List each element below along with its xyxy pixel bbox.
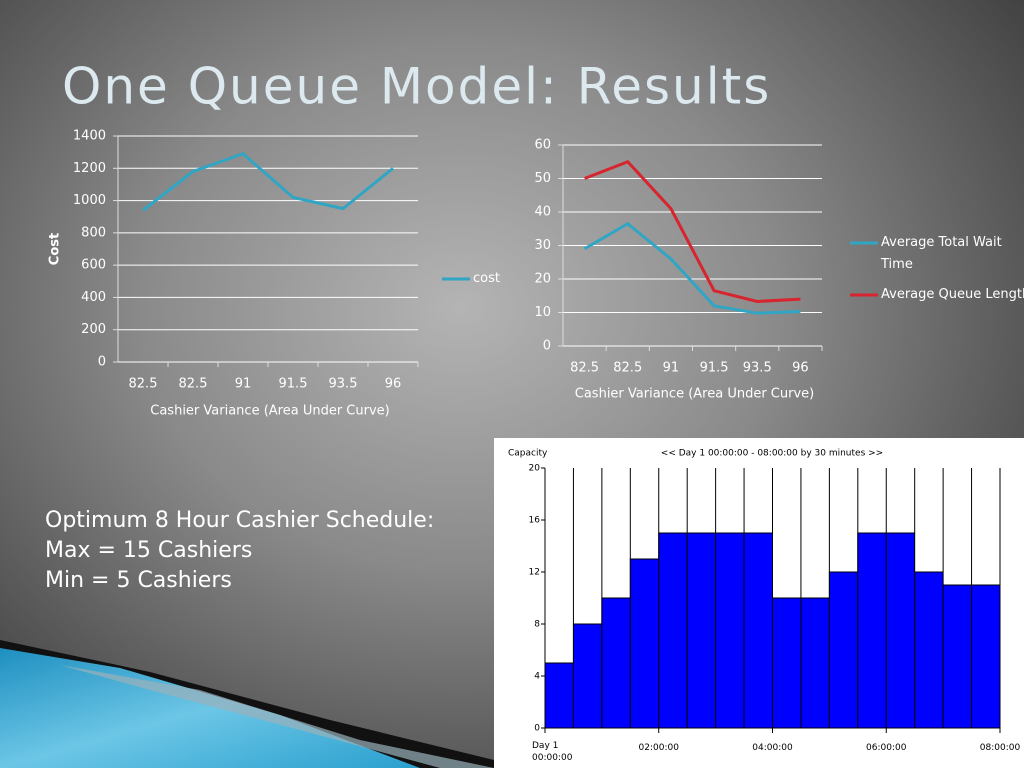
bar (857, 532, 887, 729)
line-series (583, 221, 801, 315)
swoosh-blue (0, 648, 420, 768)
x-tick-label: 82.5 (179, 377, 208, 392)
y-tick-label: 50 (534, 171, 551, 186)
y-tick-label: 8 (534, 620, 540, 630)
x-tick-label: 02:00:00 (638, 743, 679, 753)
y-tick-label: 4 (534, 672, 540, 682)
line-series (142, 152, 394, 212)
y-tick-label: 0 (543, 339, 551, 354)
bar (658, 532, 688, 729)
x-tick-label: 82.5 (613, 361, 642, 376)
x-tick-label: Day 1 00:00:00 (532, 741, 573, 763)
x-tick-label: 08:00:00 (979, 743, 1021, 753)
y-tick-label: 10 (534, 305, 551, 320)
y-tick-label: 20 (534, 272, 551, 287)
y-axis-label: Capacity (508, 449, 548, 459)
y-tick-label: 800 (81, 225, 106, 240)
bar (800, 597, 830, 729)
y-tick-label: 12 (529, 568, 540, 578)
bar (572, 623, 603, 729)
slide-title: One Queue Model: Results (62, 58, 771, 116)
bar (971, 584, 1001, 729)
body-text: Max = 15 Cashiers (45, 538, 253, 563)
x-tick-label: 91 (663, 361, 680, 376)
x-tick-label: 96 (792, 361, 809, 376)
y-tick-label: 16 (529, 516, 541, 526)
bar (686, 532, 717, 729)
y-axis-label: Cost (48, 233, 63, 265)
legend-label: Average Queue Length (881, 287, 1024, 302)
swoosh-light (60, 665, 494, 768)
y-tick-label: 60 (534, 138, 551, 153)
bar (885, 532, 916, 729)
y-tick-label: 20 (529, 464, 541, 474)
line-series (584, 159, 801, 303)
bar (629, 558, 660, 729)
x-tick-label: 06:00:00 (866, 743, 907, 753)
x-axis-label: Cashier Variance (Area Under Curve) (150, 404, 389, 419)
body-text: Min = 5 Cashiers (45, 568, 232, 593)
x-tick-label: 91.5 (700, 361, 729, 376)
x-tick-label: 82.5 (129, 377, 158, 392)
chart-title: << Day 1 00:00:00 - 08:00:00 by 30 minut… (661, 449, 883, 459)
y-tick-label: 1200 (73, 161, 106, 176)
x-tick-label: 93.5 (329, 377, 358, 392)
y-tick-label: 1400 (73, 129, 106, 144)
bar (772, 597, 802, 729)
x-tick-label: 93.5 (743, 361, 772, 376)
body-text: Optimum 8 Hour Cashier Schedule: (45, 508, 435, 533)
y-tick-label: 0 (98, 355, 106, 370)
bar (544, 662, 574, 729)
bar (601, 597, 631, 729)
bar (914, 571, 944, 729)
x-tick-label: 96 (385, 377, 402, 392)
y-tick-label: 400 (81, 290, 106, 305)
x-tick-label: 91.5 (279, 377, 308, 392)
x-tick-label: 04:00:00 (752, 743, 793, 753)
x-axis-label: Cashier Variance (Area Under Curve) (575, 387, 814, 402)
y-tick-label: 0 (534, 724, 540, 734)
bar (828, 571, 859, 729)
y-tick-label: 40 (534, 205, 551, 220)
x-tick-label: 82.5 (570, 361, 599, 376)
bar (942, 584, 973, 729)
legend-label: Average Total Wait Time (881, 235, 1002, 272)
y-tick-label: 600 (81, 258, 106, 273)
y-tick-label: 1000 (73, 193, 106, 208)
x-tick-label: 91 (235, 377, 252, 392)
bar (743, 532, 773, 729)
legend-label: cost (473, 271, 500, 286)
bar (715, 532, 745, 729)
y-tick-label: 30 (534, 238, 551, 253)
y-tick-label: 200 (81, 322, 106, 337)
